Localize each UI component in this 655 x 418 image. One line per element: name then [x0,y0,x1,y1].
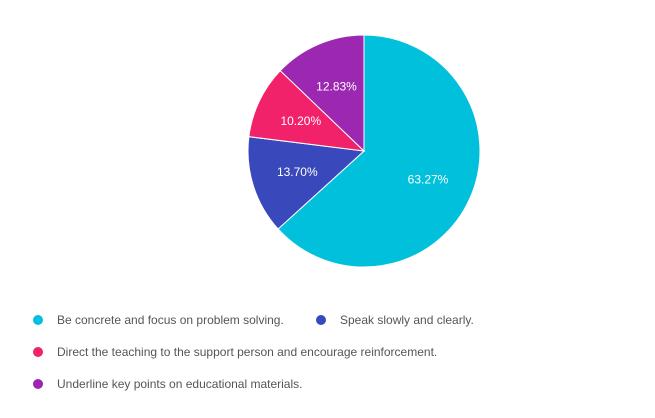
legend-dot-icon [316,315,326,325]
legend-label: Speak slowly and clearly. [340,313,474,327]
slice-value-label: 12.83% [316,80,357,94]
slice-key-points[interactable] [279,34,365,153]
legend-item-key-points[interactable]: Underline key points on educational mate… [33,377,302,391]
legend-dot-icon [33,379,43,389]
slice-value-label: 63.27% [408,172,449,186]
legend-label: Direct the teaching to the support perso… [57,345,438,359]
legend-item-problem-solving[interactable]: Be concrete and focus on problem solving… [33,313,284,327]
legend-item-speak-slowly[interactable]: Speak slowly and clearly. [316,313,474,327]
slice-value-label: 13.70% [277,165,318,179]
legend-label: Be concrete and focus on problem solving… [57,313,284,327]
slice-value-label: 10.20% [280,114,321,128]
legend-label: Underline key points on educational mate… [57,377,303,391]
slice-speak-slowly[interactable] [247,136,366,230]
legend-item-support-person[interactable]: Direct the teaching to the support perso… [33,345,437,359]
slice-support-person[interactable] [248,69,366,152]
legend-dot-icon [33,315,43,325]
slice-problem-solving[interactable] [277,34,481,268]
legend-dot-icon [33,347,43,357]
